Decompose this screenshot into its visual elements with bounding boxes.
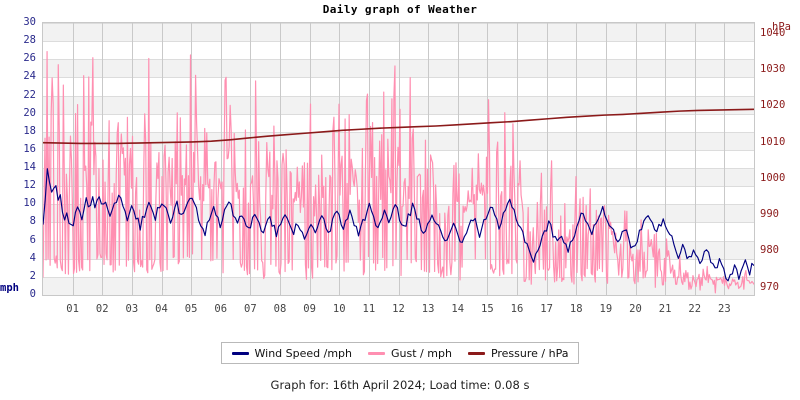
x-axis-tick: 14 xyxy=(451,303,465,315)
x-axis-tick: 08 xyxy=(273,303,287,315)
left-axis-tick: 22 xyxy=(23,88,36,101)
horizontal-gridline xyxy=(43,258,754,260)
chart-plot-area xyxy=(42,22,755,296)
vertical-gridline xyxy=(636,23,637,295)
horizontal-gridline xyxy=(43,186,754,188)
right-axis-tick: 970 xyxy=(760,280,779,293)
left-axis-tick: 8 xyxy=(29,215,36,228)
left-axis-tick: 24 xyxy=(23,70,36,83)
right-axis-tick: 1030 xyxy=(760,63,786,76)
right-axis-tick: 990 xyxy=(760,208,779,221)
left-axis-unit: mph xyxy=(0,282,19,294)
horizontal-gridline xyxy=(43,131,754,133)
vertical-gridline xyxy=(428,23,429,295)
x-axis-tick: 15 xyxy=(481,303,494,315)
x-axis-tick: 03 xyxy=(125,303,139,315)
series-line-pressure xyxy=(43,108,754,145)
legend-label-pressure: Pressure / hPa xyxy=(490,346,569,360)
graph-footer: Graph for: 16th April 2024; Load time: 0… xyxy=(270,378,530,392)
left-axis-tick: 10 xyxy=(23,197,36,210)
horizontal-gridline xyxy=(43,59,754,61)
left-axis-tick: 18 xyxy=(23,124,36,137)
legend-item-pressure[interactable]: Pressure / hPa xyxy=(467,346,569,360)
chart-series-canvas xyxy=(43,51,754,294)
legend-label-wind-speed: Wind Speed /mph xyxy=(254,346,353,360)
legend-swatch-gust xyxy=(368,351,386,355)
vertical-gridline xyxy=(250,23,251,295)
page-title: Daily graph of Weather xyxy=(322,3,478,16)
vertical-gridline xyxy=(280,23,281,295)
horizontal-gridline xyxy=(43,95,754,97)
vertical-gridline xyxy=(606,23,607,295)
horizontal-gridline xyxy=(43,77,754,79)
plot-background-bands xyxy=(43,23,754,295)
x-axis-tick: 18 xyxy=(569,303,583,315)
left-axis-tick: 16 xyxy=(23,142,36,155)
series-line-gust xyxy=(43,51,754,294)
legend-label-gust: Gust / mph xyxy=(391,346,452,360)
x-axis-tick: 19 xyxy=(599,303,613,315)
legend-swatch-wind-speed xyxy=(231,351,249,355)
horizontal-gridline xyxy=(43,113,754,115)
left-axis-tick: 0 xyxy=(29,288,36,300)
series-line-wind-speed xyxy=(43,168,754,282)
horizontal-gridline xyxy=(43,240,754,242)
vertical-gridline xyxy=(665,23,666,295)
x-axis-tick: 21 xyxy=(658,303,672,315)
vertical-gridline xyxy=(221,23,222,295)
left-axis-tick: 30 xyxy=(23,16,36,28)
horizontal-gridline xyxy=(43,276,754,278)
horizontal-gridline xyxy=(43,168,754,170)
x-axis-tick: 23 xyxy=(718,303,731,315)
x-axis-tick: 13 xyxy=(421,303,435,315)
right-axis-tick: 1000 xyxy=(760,171,786,184)
legend-item-gust[interactable]: Gust / mph xyxy=(368,347,452,360)
vertical-gridline xyxy=(695,23,696,295)
x-axis-tick: 04 xyxy=(155,303,168,315)
x-axis-tick: 11 xyxy=(362,303,376,315)
left-axis-tick: 12 xyxy=(23,179,36,192)
x-axis-tick: 01 xyxy=(66,303,79,315)
x-axis-tick: 05 xyxy=(184,303,198,315)
left-axis-tick: 6 xyxy=(29,233,36,246)
x-axis-tick: 06 xyxy=(214,303,228,315)
horizontal-gridline xyxy=(43,222,754,224)
left-axis-tick: 2 xyxy=(29,269,36,282)
horizontal-gridline xyxy=(43,41,754,43)
chart-legend: Wind Speed /mph Gust / mph Pressure / hP… xyxy=(221,342,579,364)
vertical-gridline xyxy=(576,23,577,295)
vertical-gridline xyxy=(724,23,725,295)
vertical-gridline xyxy=(73,23,74,295)
x-axis-tick: 22 xyxy=(688,303,702,315)
vertical-gridline xyxy=(517,23,518,295)
x-axis-tick: 09 xyxy=(303,303,316,315)
vertical-gridline xyxy=(162,23,163,295)
left-axis-tick: 26 xyxy=(23,52,36,65)
horizontal-gridline xyxy=(43,204,754,206)
right-axis-unit: hPa xyxy=(772,21,791,33)
x-axis-tick: 16 xyxy=(510,303,524,315)
left-axis-tick: 14 xyxy=(23,161,36,174)
x-axis-tick: 10 xyxy=(332,303,346,315)
left-axis-tick: 20 xyxy=(23,106,36,119)
horizontal-gridline xyxy=(43,23,754,24)
left-axis-tick: 28 xyxy=(23,34,36,47)
right-axis-tick: 1040 xyxy=(760,26,786,39)
right-axis-tick: 1020 xyxy=(760,99,786,112)
x-axis-tick: 17 xyxy=(540,303,553,315)
vertical-gridline xyxy=(102,23,103,295)
legend-swatch-pressure xyxy=(467,351,485,355)
left-axis-tick: 4 xyxy=(29,251,36,264)
right-axis-tick: 980 xyxy=(760,244,779,257)
vertical-gridline xyxy=(547,23,548,295)
legend-item-wind-speed[interactable]: Wind Speed /mph xyxy=(231,346,353,360)
right-axis-tick: 1010 xyxy=(760,135,786,148)
vertical-gridline xyxy=(458,23,459,295)
x-axis-tick: 07 xyxy=(244,303,257,315)
x-axis-tick: 02 xyxy=(95,303,109,315)
x-axis-tick: 12 xyxy=(392,303,405,315)
x-axis-tick: 20 xyxy=(629,303,642,315)
